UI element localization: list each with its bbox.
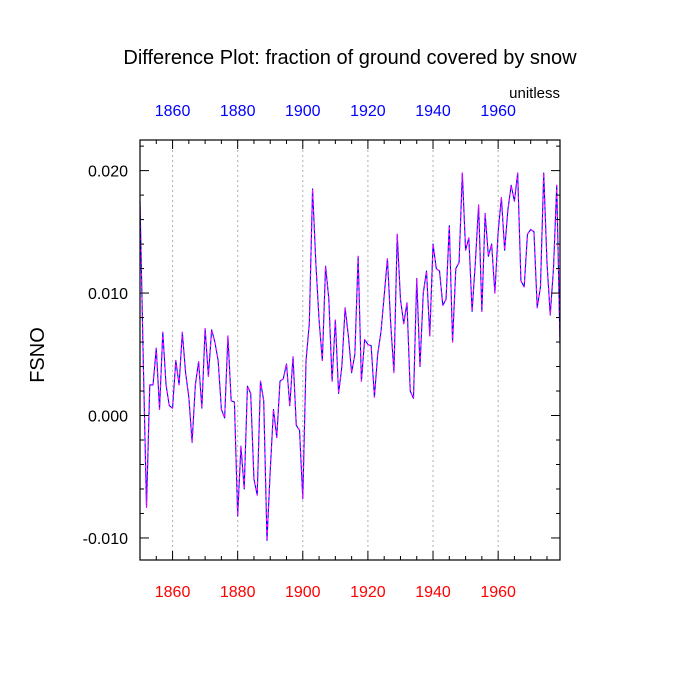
axis-ticks xyxy=(139,140,560,560)
x-tick-label-top: 1880 xyxy=(220,103,256,120)
x-tick-label-top: 1900 xyxy=(285,103,321,120)
x-tick-label-bottom: 1960 xyxy=(480,584,516,601)
x-tick-label-bottom: 1860 xyxy=(155,584,191,601)
x-tick-label-top: 1960 xyxy=(480,103,516,120)
series-lines xyxy=(139,172,561,541)
chart-title: Difference Plot: fraction of ground cove… xyxy=(123,47,577,69)
y-tick-label: 0.020 xyxy=(88,164,128,181)
gridlines xyxy=(172,140,499,560)
y-axis-label: FSNO xyxy=(27,327,49,383)
x-tick-label-top: 1940 xyxy=(415,103,451,120)
tick-labels: 1860 1860 1880 1880 1900 1900 1920 1920 1940 1940… xyxy=(83,103,516,601)
x-tick-label-top: 1860 xyxy=(155,103,191,120)
units-label: unitless xyxy=(509,85,560,102)
x-tick-label-bottom: 1880 xyxy=(220,584,256,601)
series-line-magenta xyxy=(139,172,561,541)
y-tick-label: -0.010 xyxy=(83,531,128,548)
plot-frame xyxy=(139,139,561,561)
y-tick-label: 0.010 xyxy=(88,286,128,303)
y-tick-label: 0.000 xyxy=(88,409,128,426)
x-tick-label-bottom: 1900 xyxy=(285,584,321,601)
series-line-blue xyxy=(139,172,561,541)
x-tick-label-top: 1920 xyxy=(350,103,386,120)
x-tick-label-bottom: 1940 xyxy=(415,584,451,601)
x-tick-label-bottom: 1920 xyxy=(350,584,386,601)
